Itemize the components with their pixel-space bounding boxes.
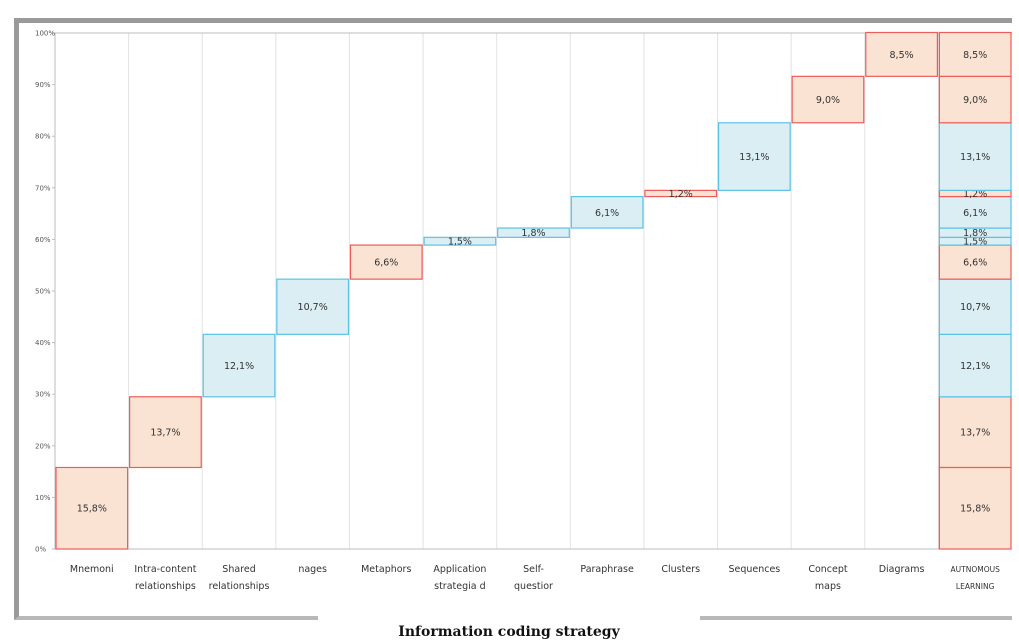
x-category-label: AUTNOMOUS — [951, 565, 1001, 574]
total-segment-11-label: 9,0% — [963, 95, 987, 106]
total-segment-3-label: 12,1% — [960, 361, 990, 372]
y-axis: 0% 10% 20% 30% 40% 50% 60% 70% 80% 90% 100% — [35, 30, 55, 554]
bars: 15,8%13,7%12,1%10,7%6,6%1,5%1,8%6,1%1,2%… — [55, 31, 1012, 550]
bar-8 — [570, 195, 644, 229]
total-segment-12 — [938, 31, 1012, 77]
bar-6 — [423, 236, 497, 246]
x-axis-labels: Mnemoni Intra-content relationships Shared r… — [70, 564, 1000, 592]
bar-4-label: 10,7% — [298, 302, 328, 313]
bar-9-label: 1,2% — [669, 189, 693, 200]
bar-10-label: 13,1% — [739, 152, 769, 163]
y-tick-label: 60% — [35, 236, 51, 244]
total-segment-5-label: 6,6% — [963, 258, 987, 269]
bar-2 — [129, 396, 202, 469]
x-category-label: relationships — [135, 581, 196, 592]
bar-3 — [202, 333, 276, 398]
x-category-label: maps — [815, 581, 841, 592]
x-category-label: Diagrams — [879, 564, 925, 575]
x-category-label: Self- — [523, 564, 544, 575]
total-segment-1 — [938, 466, 1012, 550]
total-segment-11 — [938, 75, 1012, 124]
total-segment-4 — [938, 278, 1012, 335]
total-segment-8-label: 6,1% — [963, 208, 987, 219]
total-segment-12-label: 8,5% — [963, 50, 987, 61]
x-category-label: Mnemoni — [70, 564, 114, 575]
x-category-label: Clusters — [661, 564, 700, 575]
bar-11-label: 9,0% — [816, 95, 840, 106]
total-segment-9-label: 1,2% — [963, 189, 987, 200]
y-tick-label: 30% — [35, 391, 51, 399]
x-category-label: Shared — [222, 564, 255, 575]
x-category-label: LEARNING — [956, 582, 995, 591]
y-tick-label: 20% — [35, 442, 51, 450]
x-category-label: Intra-content — [134, 564, 196, 575]
bar-9 — [644, 189, 718, 198]
x-category-label: Sequences — [728, 564, 780, 575]
total-segment-1-label: 15,8% — [960, 504, 990, 515]
bar-5-label: 6,6% — [374, 258, 398, 269]
total-segment-5 — [938, 244, 1012, 280]
x-category-label: Concept — [808, 564, 848, 575]
bar-6-label: 1,5% — [448, 237, 472, 248]
x-category-label: relationships — [209, 581, 270, 592]
total-segment-4-label: 10,7% — [960, 302, 990, 313]
y-tick-label: 80% — [35, 133, 51, 141]
total-segment-6-label: 1,5% — [963, 237, 987, 248]
y-tick-label: 90% — [35, 81, 51, 89]
x-category-label: questior — [514, 581, 553, 592]
y-tick-label: 50% — [35, 288, 51, 296]
x-category-label: Metaphors — [361, 564, 411, 575]
bar-8-label: 6,1% — [595, 208, 619, 219]
y-tick-label: 10% — [35, 494, 51, 502]
x-category-label: strategia d — [434, 581, 486, 592]
bar-12-label: 8,5% — [890, 50, 914, 61]
bar-11 — [791, 75, 865, 124]
bar-12 — [865, 31, 938, 77]
y-tick-label: 0% — [35, 546, 46, 554]
bar-10 — [717, 122, 791, 191]
total-segment-2-label: 13,7% — [960, 428, 990, 439]
total-segment-10-label: 13,1% — [960, 152, 990, 163]
bar-5 — [349, 244, 423, 280]
caption-backdrop — [318, 612, 700, 644]
gridlines — [54, 32, 1012, 550]
bar-1 — [55, 466, 129, 550]
bar-7-label: 1,8% — [521, 228, 545, 239]
x-category-label: Paraphrase — [580, 564, 634, 575]
bar-3-label: 12,1% — [224, 361, 254, 372]
y-tick-label: 40% — [35, 339, 51, 347]
bar-2-label: 13,7% — [150, 428, 180, 439]
x-axis-title: Information coding strategy — [398, 624, 620, 640]
bar-4 — [276, 278, 350, 335]
bar-1-label: 15,8% — [77, 504, 107, 515]
y-tick-label: 70% — [35, 184, 51, 192]
total-segment-3 — [938, 333, 1012, 398]
x-category-label: Application — [433, 564, 486, 575]
total-segment-7-label: 1,8% — [963, 228, 987, 239]
bar-7 — [497, 227, 570, 238]
total-segment-2 — [938, 396, 1012, 469]
y-tick-label: 100% — [35, 30, 55, 38]
x-category-label: nages — [298, 564, 327, 575]
